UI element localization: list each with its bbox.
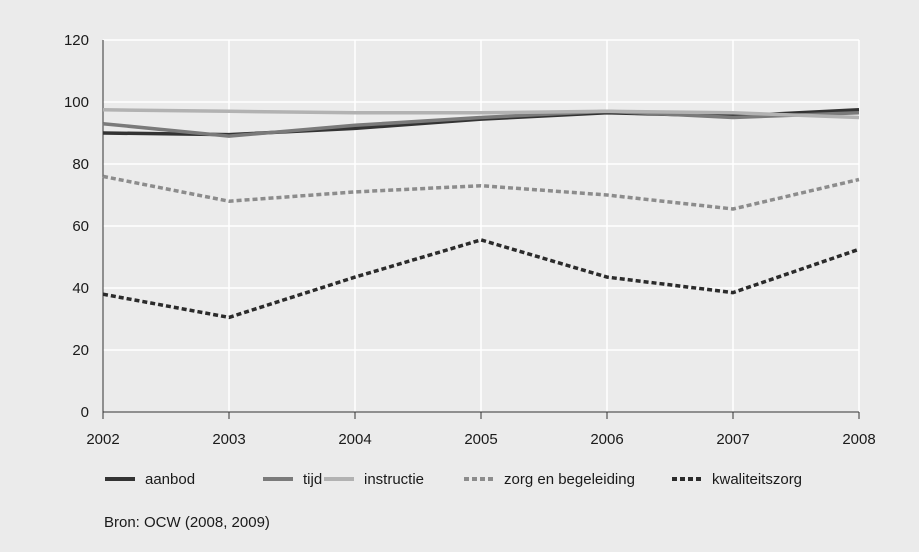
x-tick-label: 2007: [716, 431, 749, 448]
source-note: Bron: OCW (2008, 2009): [104, 514, 270, 531]
series-lines: [102, 108, 860, 320]
y-tick-label: 120: [64, 32, 89, 49]
legend: aanbod tijd instructie zorg en begeleiding k…: [105, 471, 802, 488]
legend-label: kwaliteitszorg: [712, 471, 802, 488]
grid-lines: [103, 39, 860, 412]
legend-label: instructie: [364, 471, 424, 488]
series-line-kwaliteitszorg: [102, 238, 860, 320]
tick-labels: 0 20 40 60 80 100 120 2002 2003 2004 2005 2006 2007 2…: [64, 32, 876, 448]
legend-label: zorg en begeleiding: [504, 471, 635, 488]
series-line-instructie: [102, 108, 860, 120]
y-tick-label: 100: [64, 94, 89, 111]
x-tick-label: 2005: [464, 431, 497, 448]
series-line-tijd: [102, 109, 860, 138]
x-tick-label: 2006: [590, 431, 623, 448]
legend-label: aanbod: [145, 471, 195, 488]
y-tick-label: 80: [72, 156, 89, 173]
y-tick-label: 60: [72, 218, 89, 235]
y-tick-label: 0: [81, 404, 89, 421]
legend-label: tijd: [303, 471, 322, 488]
x-tick-label: 2008: [842, 431, 875, 448]
y-tick-label: 20: [72, 342, 89, 359]
x-tick-label: 2002: [86, 431, 119, 448]
x-tick-label: 2003: [212, 431, 245, 448]
axes: [102, 40, 860, 419]
y-tick-label: 40: [72, 280, 89, 297]
x-tick-label: 2004: [338, 431, 371, 448]
series-line-zorg-en-begeleiding: [102, 174, 860, 211]
